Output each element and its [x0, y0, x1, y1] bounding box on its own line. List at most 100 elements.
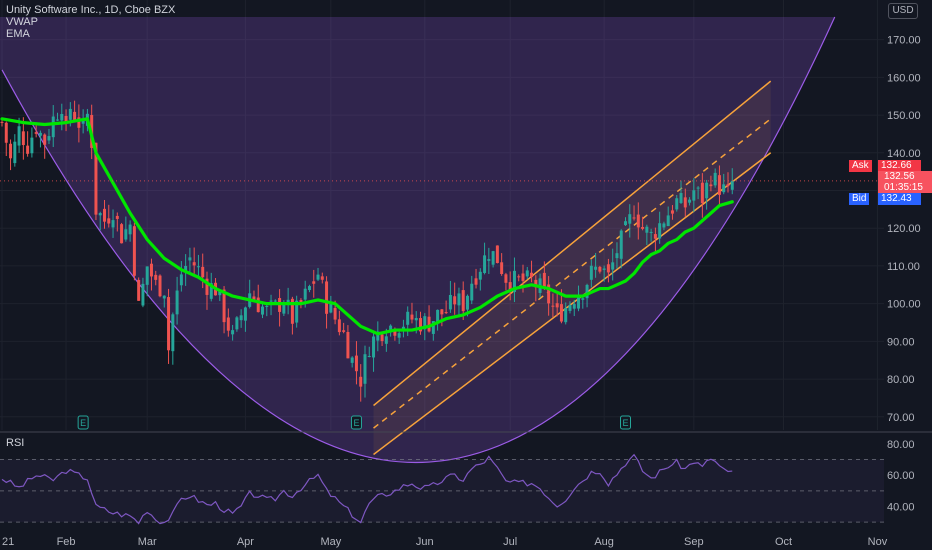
- candle-body: [495, 245, 499, 264]
- candle-body: [81, 120, 85, 124]
- candle-body: [243, 307, 247, 321]
- candle-body: [167, 297, 171, 351]
- candle-body: [585, 284, 589, 299]
- candle-body: [269, 300, 273, 302]
- candle-body: [448, 294, 452, 310]
- price-tick-label: 160.00: [887, 72, 921, 84]
- candle-body: [333, 307, 337, 320]
- candle-body: [51, 116, 55, 138]
- candle-body: [231, 330, 235, 335]
- candle-body: [457, 293, 461, 306]
- candle-body: [73, 111, 77, 121]
- candle-body: [30, 137, 34, 154]
- price-grid: [0, 0, 884, 430]
- price-tick-label: 170.00: [887, 35, 921, 47]
- candle-body: [256, 297, 260, 313]
- candle-body: [696, 187, 700, 189]
- time-tick-label: May: [320, 536, 341, 548]
- candle-body: [436, 309, 440, 324]
- time-tick-label: Nov: [868, 536, 888, 548]
- candle-body: [209, 283, 213, 299]
- candle-body: [13, 141, 17, 164]
- candle-body: [107, 218, 111, 224]
- candle-body: [542, 272, 546, 287]
- candle-body: [222, 289, 226, 323]
- time-tick-label: Feb: [57, 536, 76, 548]
- candle-body: [367, 356, 371, 358]
- rsi-indicator-label[interactable]: RSI: [6, 437, 25, 449]
- candle-body: [43, 134, 47, 145]
- earnings-marker-text: E: [622, 418, 628, 428]
- candle-body: [500, 262, 504, 275]
- candle-body: [632, 217, 636, 219]
- candle-body: [60, 113, 64, 121]
- candle-body: [158, 275, 162, 297]
- candle-body: [534, 279, 538, 288]
- candle-body: [508, 282, 512, 290]
- candle-body: [470, 283, 474, 301]
- candle-body: [325, 281, 329, 314]
- candle-body: [606, 264, 610, 273]
- candle-body: [611, 262, 615, 270]
- candle-body: [444, 312, 448, 314]
- candle-body: [265, 305, 269, 307]
- candle-body: [145, 266, 149, 285]
- channel-lower-line: [373, 152, 772, 456]
- candle-body: [722, 184, 726, 193]
- candle-body: [47, 136, 51, 141]
- rsi-pane: [0, 453, 884, 525]
- candle-body: [128, 224, 132, 235]
- candle-body: [453, 296, 457, 305]
- candle-body: [94, 142, 98, 215]
- time-axis[interactable]: 21 Feb Mar Apr May Jun Jul Aug Sep Oct Nov: [2, 536, 888, 548]
- candle-body: [17, 126, 21, 146]
- candle-body: [312, 281, 316, 284]
- candle-body: [286, 299, 290, 304]
- candle-body: [389, 325, 393, 332]
- candle-body: [34, 132, 38, 134]
- currency-button[interactable]: USD: [888, 3, 918, 19]
- candle-body: [615, 253, 619, 259]
- candle-body: [491, 251, 495, 265]
- candle-body: [658, 223, 662, 239]
- candle-body: [4, 122, 8, 143]
- candle-body: [713, 172, 717, 186]
- candle-body: [474, 278, 478, 285]
- candle-body: [205, 278, 209, 295]
- candle-body: [465, 295, 469, 310]
- time-tick-label: Mar: [138, 536, 157, 548]
- price-tick-label: 110.00: [887, 261, 920, 273]
- candle-body: [149, 263, 153, 277]
- ema-indicator-label[interactable]: EMA: [6, 28, 30, 40]
- ema-path: [0, 117, 734, 336]
- candle-body: [372, 336, 376, 358]
- candle-body: [380, 334, 384, 342]
- candle-body: [692, 190, 696, 201]
- time-tick-label: Sep: [684, 536, 704, 548]
- candle-body: [675, 198, 679, 210]
- earnings-marker-box: [619, 415, 631, 430]
- candle-body: [709, 184, 713, 187]
- earnings-marker-text: E: [353, 418, 359, 428]
- candle-body: [406, 311, 410, 325]
- candle-body: [102, 208, 106, 222]
- price-tick-label: 150.00: [887, 110, 921, 122]
- candle-body: [688, 199, 692, 203]
- price-tick-label: 90.00: [887, 336, 915, 348]
- candle-body: [521, 273, 525, 281]
- candle-body: [530, 272, 534, 278]
- candle-body: [525, 270, 529, 277]
- candle-body: [662, 223, 666, 228]
- symbol-title[interactable]: Unity Software Inc., 1D, Cboe BZX: [6, 4, 176, 16]
- candle-body: [717, 175, 721, 195]
- vwap-indicator-label[interactable]: VWAP: [6, 16, 38, 28]
- candle-body: [619, 230, 623, 259]
- candle-body: [290, 298, 294, 324]
- price-tick-label: 70.00: [887, 412, 915, 424]
- candle-body: [124, 229, 128, 240]
- candle-body: [337, 319, 341, 333]
- channel-upper-line: [373, 80, 772, 407]
- rsi-axis[interactable]: 80.00 60.00 40.00: [887, 439, 915, 514]
